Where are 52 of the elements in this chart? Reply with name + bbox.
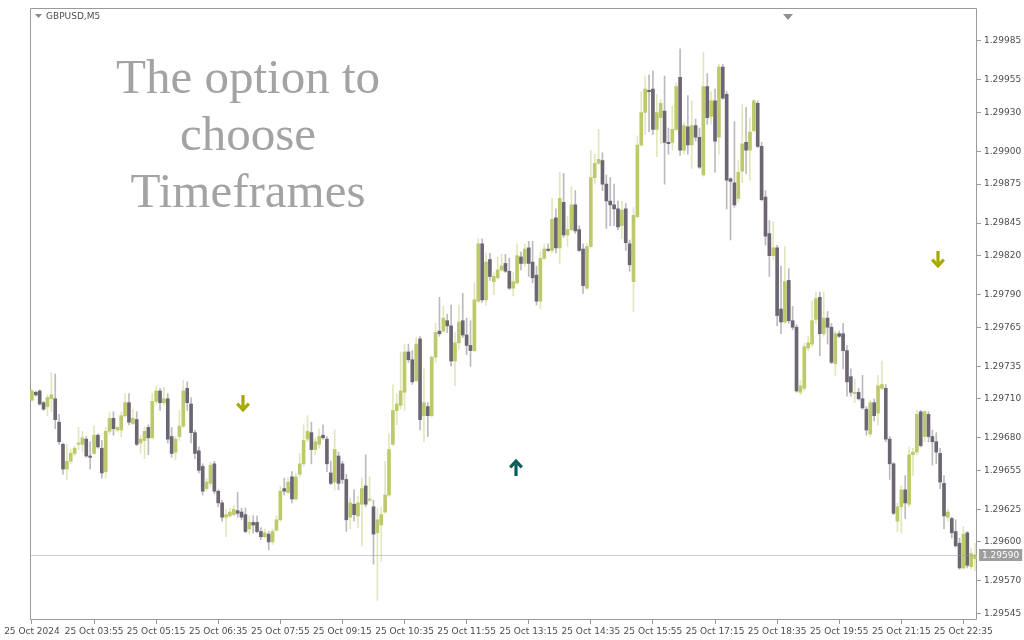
y-tick-label: 1.29820 [984, 249, 1022, 260]
x-tick-label: 25 Oct 06:35 [188, 625, 248, 636]
x-tick-label: 25 Oct 09:15 [313, 625, 372, 636]
y-tick-label: 1.29545 [984, 607, 1022, 618]
y-tick-label: 1.29875 [984, 178, 1022, 189]
candlestick [647, 74, 651, 133]
candlestick [251, 515, 255, 534]
candlestick [162, 386, 166, 406]
x-tick-label: 25 Oct 22:35 [934, 625, 993, 636]
x-tick-label: 25 Oct 2024 [4, 625, 61, 636]
x-tick-label: 25 Oct 17:15 [685, 625, 745, 636]
ref-line-label: 1.29590 [982, 549, 1020, 560]
y-tick-label: 1.29570 [984, 575, 1022, 586]
candlestick [88, 441, 92, 470]
candlestick [973, 542, 977, 571]
x-tick-label: 25 Oct 14:35 [561, 625, 621, 636]
annotation: The option to choose Timeframes [115, 48, 381, 219]
x-tick-label: 25 Oct 19:55 [809, 625, 869, 636]
y-tick-label: 1.29955 [984, 74, 1022, 85]
x-tick-label: 25 Oct 21:15 [871, 625, 931, 636]
chart-title: GBPUSD,M5 [46, 11, 101, 22]
x-tick-label: 25 Oct 07:55 [251, 625, 310, 636]
y-tick-label: 1.29600 [984, 536, 1022, 547]
x-tick-label: 25 Oct 13:15 [499, 625, 559, 636]
y-tick-label: 1.29710 [984, 393, 1022, 404]
y-tick-label: 1.29985 [984, 35, 1022, 46]
x-tick-label: 25 Oct 15:55 [623, 625, 683, 636]
candlestick [65, 444, 69, 480]
candlestick [608, 177, 613, 227]
x-tick-label: 25 Oct 03:55 [64, 625, 124, 636]
y-tick-label: 1.29845 [984, 217, 1022, 228]
x-tick-label: 25 Oct 11:55 [437, 625, 496, 636]
candlestick [852, 378, 857, 404]
candlestick [321, 424, 325, 440]
y-tick-label: 1.29625 [984, 503, 1022, 514]
y-tick-label: 1.29900 [984, 145, 1022, 156]
candlestick [612, 183, 616, 227]
candlestick [224, 509, 228, 538]
candlestick [379, 506, 384, 562]
candlestick [422, 368, 426, 443]
candlestick [744, 106, 748, 174]
y-tick-label: 1.29930 [984, 106, 1022, 117]
candlestick [771, 221, 776, 260]
x-tick-label: 25 Oct 18:35 [747, 625, 807, 636]
y-tick-label: 1.29680 [984, 432, 1022, 443]
y-tick-label: 1.29655 [984, 464, 1022, 475]
x-tick-label: 25 Oct 05:15 [126, 625, 186, 636]
y-tick-label: 1.29765 [984, 321, 1022, 332]
y-tick-label: 1.29735 [984, 360, 1022, 371]
x-tick-label: 25 Oct 10:35 [375, 625, 434, 636]
y-tick-label: 1.29790 [984, 289, 1022, 300]
candlestick [360, 477, 364, 547]
